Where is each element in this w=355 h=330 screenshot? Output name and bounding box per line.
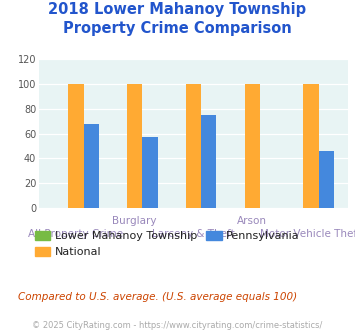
Bar — [69, 84, 84, 208]
Text: Larceny & Theft: Larceny & Theft — [152, 229, 235, 239]
Text: © 2025 CityRating.com - https://www.cityrating.com/crime-statistics/: © 2025 CityRating.com - https://www.city… — [32, 321, 323, 330]
Text: All Property Crime: All Property Crime — [28, 229, 124, 239]
Bar — [127, 84, 142, 208]
Bar — [142, 137, 158, 208]
Bar — [303, 84, 318, 208]
Text: Arson: Arson — [237, 216, 267, 226]
Bar — [201, 115, 217, 208]
Bar — [318, 151, 334, 208]
Text: Compared to U.S. average. (U.S. average equals 100): Compared to U.S. average. (U.S. average … — [18, 292, 297, 302]
Legend: Lower Mahanoy Township, National, Pennsylvania: Lower Mahanoy Township, National, Pennsy… — [31, 227, 304, 262]
Bar — [186, 84, 201, 208]
Text: 2018 Lower Mahanoy Township
Property Crime Comparison: 2018 Lower Mahanoy Township Property Cri… — [48, 2, 307, 36]
Bar — [245, 84, 260, 208]
Text: Burglary: Burglary — [113, 216, 157, 226]
Text: Motor Vehicle Theft: Motor Vehicle Theft — [260, 229, 355, 239]
Bar — [84, 124, 99, 208]
